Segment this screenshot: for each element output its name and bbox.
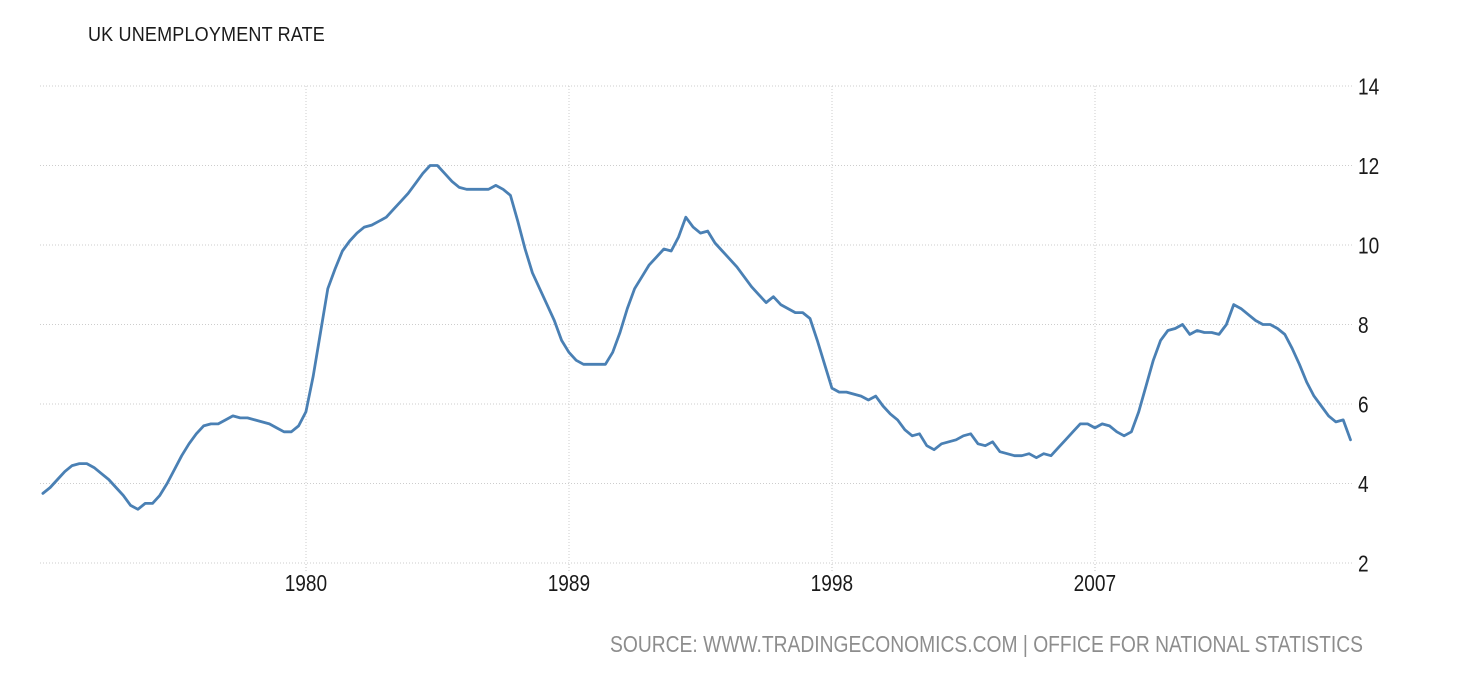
y-axis-tick-label: 6 bbox=[1358, 392, 1369, 418]
y-axis-tick-label: 4 bbox=[1358, 471, 1369, 497]
y-axis-tick-label: 2 bbox=[1358, 551, 1369, 577]
x-axis-tick-label: 1998 bbox=[811, 570, 853, 596]
series-layer bbox=[41, 164, 1352, 511]
unemployment-rate-line bbox=[41, 164, 1352, 511]
x-axis-tick-label: 1980 bbox=[285, 570, 327, 596]
y-axis-tick-label: 10 bbox=[1358, 233, 1379, 259]
y-axis-tick-label: 8 bbox=[1358, 312, 1369, 338]
source-attribution: SOURCE: WWW.TRADINGECONOMICS.COM | OFFIC… bbox=[610, 631, 1363, 657]
y-axis-tick-label: 12 bbox=[1358, 153, 1379, 179]
x-axis-tick-label: 2007 bbox=[1074, 570, 1116, 596]
y-axis-tick-label: 14 bbox=[1358, 74, 1379, 100]
axis-labels-layer: 2 4 6 8 10 12 14 1980 1989 1998 2007 bbox=[285, 74, 1380, 597]
chart-title: UK UNEMPLOYMENT RATE bbox=[88, 24, 325, 46]
x-axis-tick-label: 1989 bbox=[548, 570, 590, 596]
gridlines-layer bbox=[40, 85, 1352, 572]
